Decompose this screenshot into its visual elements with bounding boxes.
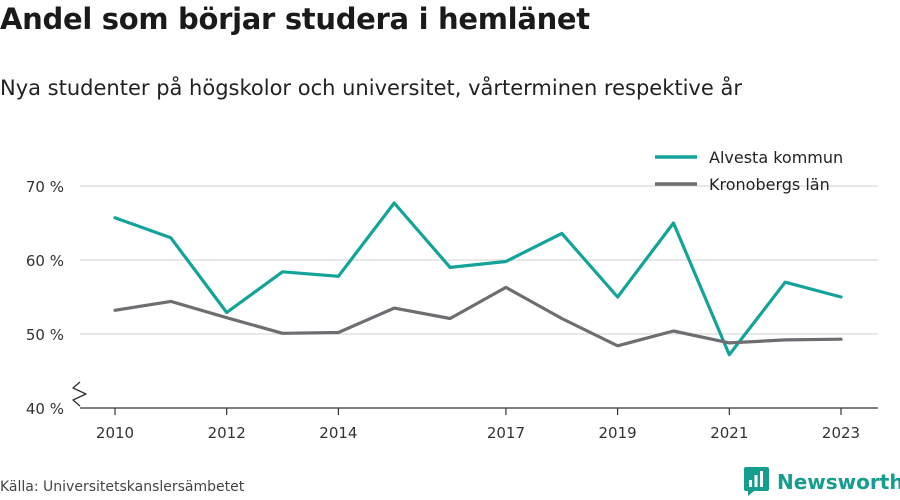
series-line-kronoberg <box>113 285 843 348</box>
chart-title: Andel som börjar studera i hemlänet <box>0 2 590 36</box>
legend-label: Kronobergs län <box>709 175 830 194</box>
source-note: Källa: Universitetskanslersämbetet <box>0 479 245 495</box>
x-tick-label: 2012 <box>208 424 246 442</box>
x-tick-label: 2023 <box>822 424 860 442</box>
brand-name: Newsworthy <box>777 469 900 494</box>
newsworthy-logo-icon <box>744 467 769 496</box>
x-tick-label: 2021 <box>710 424 748 442</box>
legend-label: Alvesta kommun <box>709 148 843 167</box>
x-tick-label: 2019 <box>599 424 637 442</box>
chart-subtitle: Nya studenter på högskolor och universit… <box>0 76 742 100</box>
y-tick-label: 50 % <box>26 326 64 344</box>
brand-logo: Newsworthy <box>744 467 900 496</box>
y-tick-label: 70 % <box>26 178 64 196</box>
y-tick-label: 60 % <box>26 252 64 270</box>
x-tick-label: 2017 <box>487 424 525 442</box>
y-tick-label: 40 % <box>26 400 64 418</box>
x-tick-label: 2010 <box>96 424 134 442</box>
x-tick-label: 2014 <box>319 424 357 442</box>
axis-break-icon <box>72 381 87 407</box>
series-line-alvesta <box>113 201 843 357</box>
